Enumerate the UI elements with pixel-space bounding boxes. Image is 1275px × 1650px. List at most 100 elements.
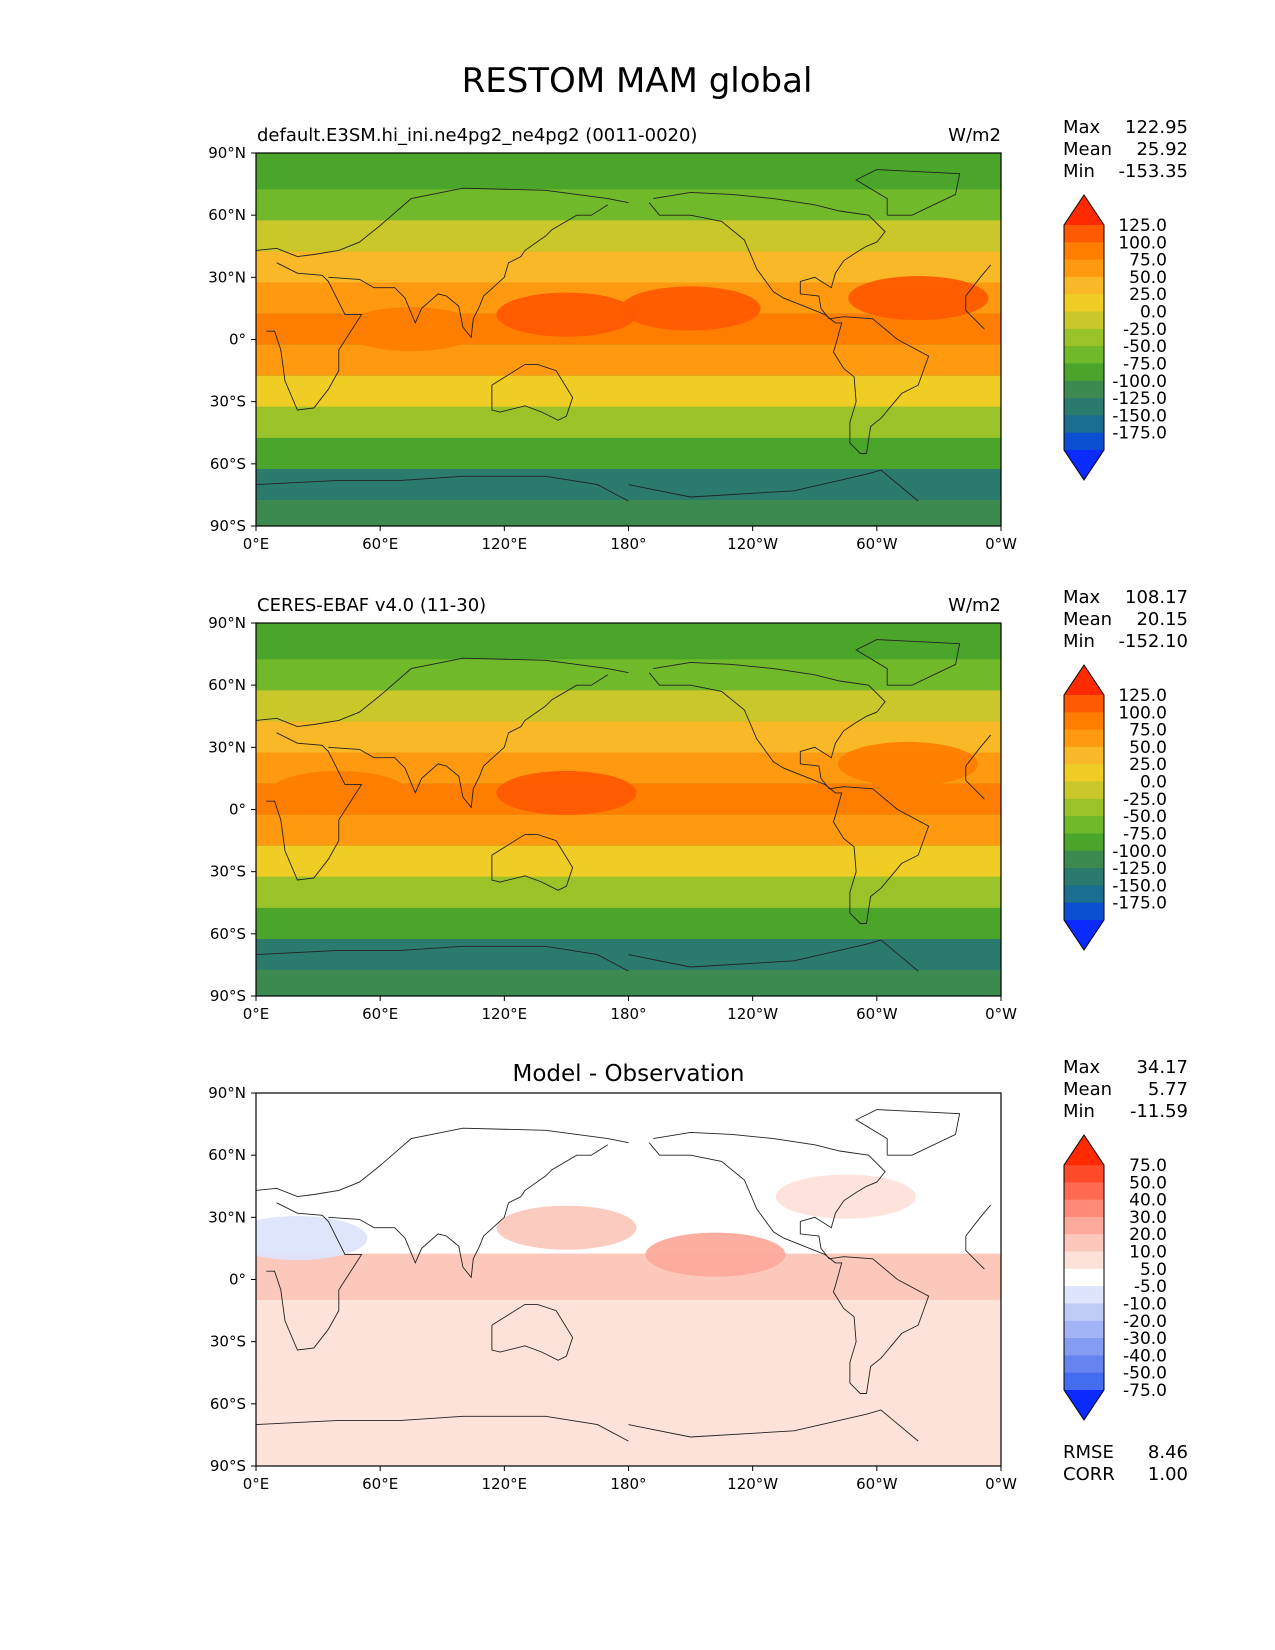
map-field — [256, 623, 1001, 996]
stat-label-mean: Mean — [1063, 1079, 1112, 1100]
coastline — [256, 939, 919, 972]
coastline — [328, 674, 609, 809]
colorbar-segment — [1064, 1320, 1104, 1339]
zonal-band — [256, 406, 1001, 438]
corr-label: CORR — [1063, 1464, 1115, 1485]
colorbar-segment — [1064, 1355, 1104, 1374]
zonal-band — [256, 814, 1001, 846]
x-tick-label: 0°E — [243, 535, 270, 553]
colorbar-segment — [1064, 833, 1104, 852]
coastline — [648, 661, 930, 924]
stat-value-mean: 5.77 — [1148, 1079, 1188, 1100]
colorbar-tick-label: 125.0 — [1118, 686, 1167, 706]
map-field — [256, 1093, 1001, 1466]
stat-value-max: 122.95 — [1125, 117, 1188, 138]
colorbar-segment — [1064, 259, 1104, 278]
panel-title: CERES-EBAF v4.0 (11-30) — [257, 595, 486, 616]
colorbar-segment — [1064, 311, 1104, 330]
colorbar-segment — [1064, 415, 1104, 434]
colorbar-tick-label: -5.0 — [1134, 1277, 1167, 1297]
colorbar-segment — [1064, 1234, 1104, 1253]
colorbar-segment — [1064, 1268, 1104, 1287]
colorbar-outline — [1063, 194, 1105, 481]
colorbar-segment — [1064, 746, 1104, 765]
colorbar-tick-label: 75.0 — [1129, 1156, 1167, 1176]
colorbar-tick-label: -50.0 — [1123, 1364, 1167, 1384]
stat-label-min: Min — [1063, 1101, 1095, 1122]
colorbar-tick-label: 75.0 — [1129, 721, 1167, 741]
field-anomaly — [775, 1174, 916, 1219]
colorbar-segment — [1064, 363, 1104, 382]
colorbar-segment — [1064, 1372, 1104, 1391]
colorbar-extend-min — [1064, 920, 1104, 950]
colorbar-tick-label: -150.0 — [1112, 876, 1167, 896]
colorbar-tick-label: -175.0 — [1112, 894, 1167, 914]
coastline — [256, 1127, 629, 1198]
colorbar-tick-label: 25.0 — [1129, 755, 1167, 775]
zonal-band — [256, 876, 1001, 908]
field-anomaly — [837, 741, 978, 786]
colorbar-segment — [1064, 328, 1104, 347]
colorbar-tick-label: -125.0 — [1112, 859, 1167, 879]
y-tick-label: 90°N — [208, 1084, 246, 1102]
colorbar-tick-label: -40.0 — [1123, 1346, 1167, 1366]
x-tick-label: 0°W — [985, 1475, 1017, 1493]
colorbar-segment — [1064, 902, 1104, 921]
zonal-band — [256, 907, 1001, 940]
y-tick-label: 90°S — [210, 517, 246, 535]
x-tick-label: 60°E — [362, 1005, 398, 1023]
y-tick-label: 60°S — [210, 455, 246, 473]
colorbar-tick-label: -75.0 — [1123, 354, 1167, 374]
field-anomaly — [341, 307, 482, 352]
x-tick-label: 0°W — [985, 1005, 1017, 1023]
panel-title: default.E3SM.hi_ini.ne4pg2_ne4pg2 (0011-… — [257, 125, 697, 146]
coastline — [256, 1409, 919, 1442]
panel-3: 90°N 60°N 30°N 0° 30°S 60°S 90°S0°E 60°E 120°E 18… — [208, 1057, 1188, 1493]
coastline — [256, 657, 629, 728]
colorbar-tick-label: -150.0 — [1112, 406, 1167, 426]
colorbar-tick-label: 0.0 — [1140, 773, 1167, 793]
coastline — [855, 169, 961, 216]
y-tick-label: 60°S — [210, 1395, 246, 1413]
colorbar-segment — [1064, 346, 1104, 364]
x-tick-label: 120°W — [727, 535, 778, 553]
y-tick-label: 90°S — [210, 1457, 246, 1475]
colorbar-tick-label: -125.0 — [1112, 389, 1167, 409]
x-tick-label: 60°W — [856, 1475, 898, 1493]
coastline — [491, 833, 574, 891]
x-tick-label: 180° — [610, 535, 646, 553]
colorbar-extend-min — [1064, 450, 1104, 480]
coastline — [266, 732, 992, 881]
colorbar-segment — [1064, 242, 1104, 261]
y-tick-label: 60°S — [210, 925, 246, 943]
colorbar-segment — [1064, 432, 1104, 451]
colorbar-segment — [1064, 276, 1104, 295]
x-tick-label: 120°E — [482, 1005, 528, 1023]
colorbar-segment — [1064, 885, 1104, 904]
rmse-value: 8.46 — [1148, 1442, 1188, 1463]
coastline — [648, 191, 930, 454]
coastline — [328, 204, 609, 339]
y-tick-label: 30°S — [210, 393, 246, 411]
stat-label-max: Max — [1063, 587, 1101, 608]
x-tick-label: 60°E — [362, 535, 398, 553]
colorbar-segment — [1064, 1182, 1104, 1201]
colorbar-segment — [1064, 380, 1104, 399]
x-tick-label: 120°E — [482, 535, 528, 553]
coastline — [328, 1144, 609, 1279]
colorbar: 125.0100.075.050.025.00.0-25.0-50.0-75.0… — [1063, 664, 1167, 951]
colorbar-segment — [1064, 764, 1104, 783]
stat-label-max: Max — [1063, 117, 1101, 138]
colorbar: 125.0100.075.050.025.00.0-25.0-50.0-75.0… — [1063, 194, 1167, 481]
colorbar-tick-label: 0.0 — [1140, 303, 1167, 323]
colorbar-tick-label: 75.0 — [1129, 251, 1167, 271]
y-tick-label: 30°N — [208, 738, 246, 756]
colorbar-segment — [1064, 1251, 1104, 1270]
colorbar-tick-label: -75.0 — [1123, 1381, 1167, 1401]
x-tick-label: 180° — [610, 1475, 646, 1493]
colorbar-segment — [1064, 294, 1104, 313]
zonal-band — [256, 1300, 1001, 1389]
x-tick-label: 120°W — [727, 1475, 778, 1493]
colorbar-tick-label: -50.0 — [1123, 337, 1167, 357]
colorbar-segment — [1064, 1303, 1104, 1322]
